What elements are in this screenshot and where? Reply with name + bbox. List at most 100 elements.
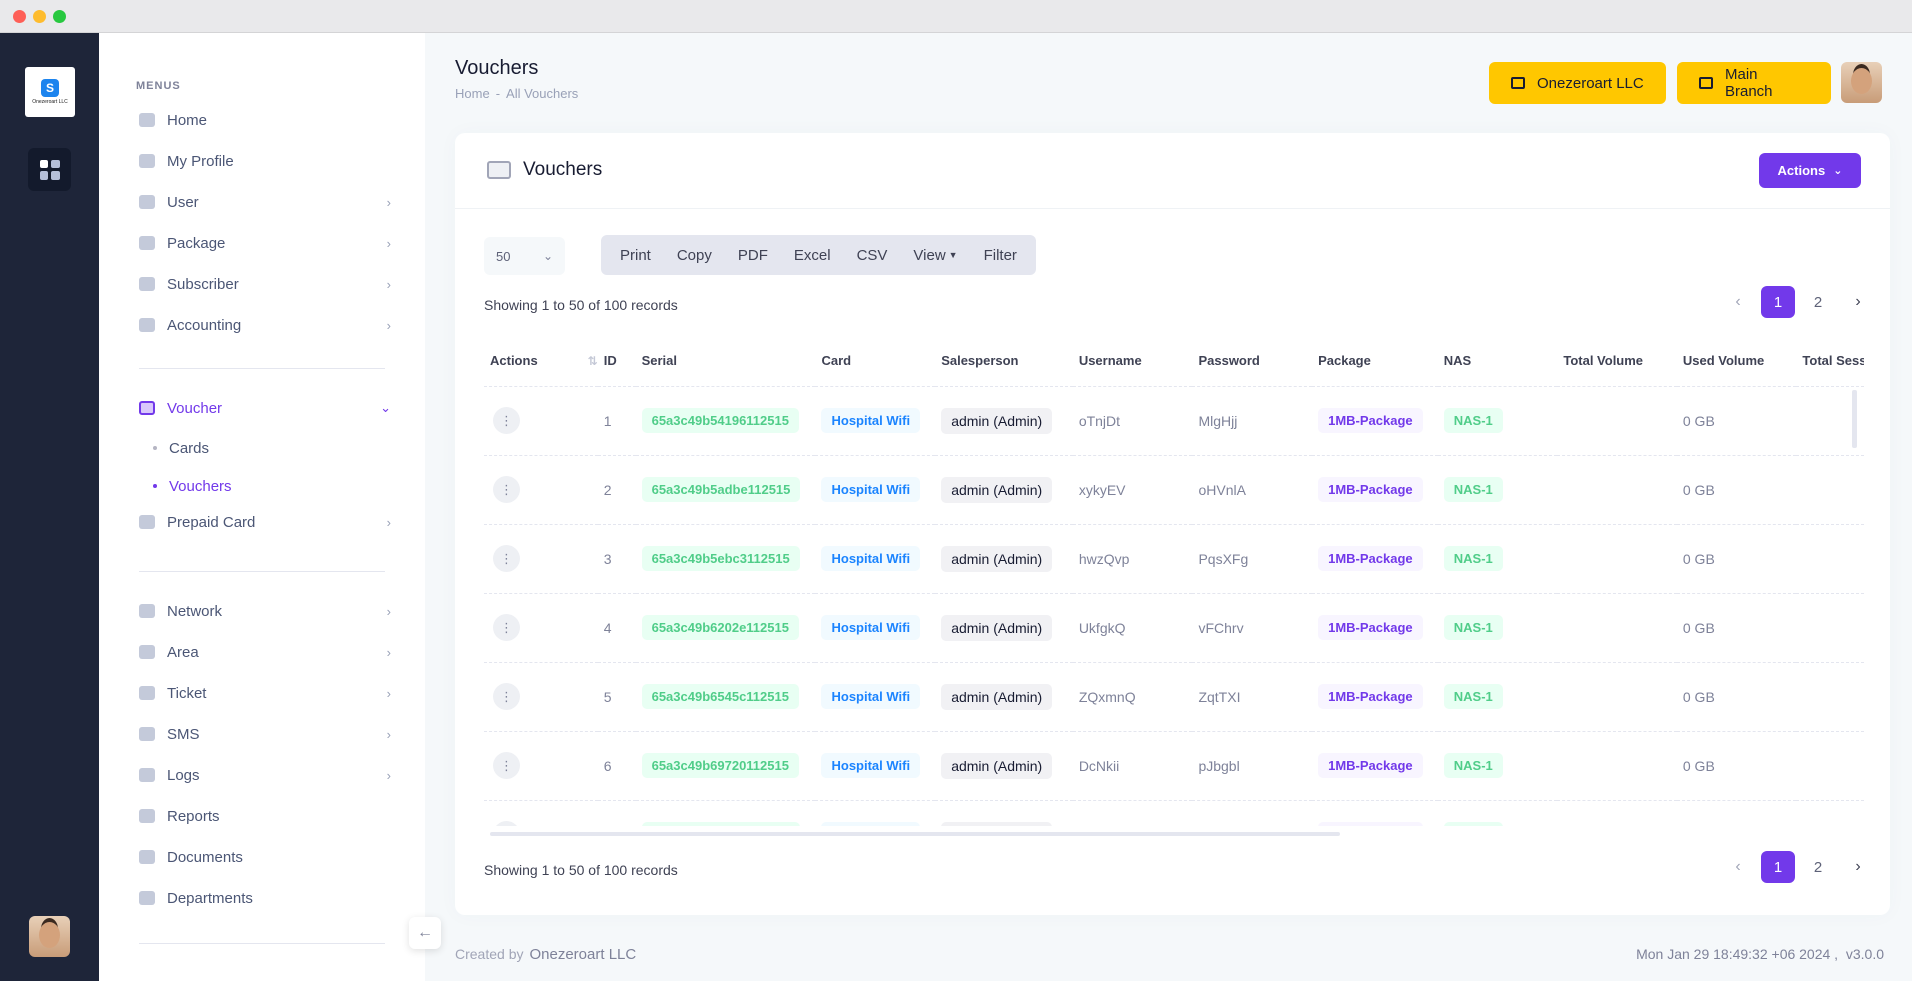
sidebar-item-package[interactable]: Package › [139, 228, 391, 258]
column-header[interactable]: Used Volume [1676, 336, 1797, 387]
prev-page-button[interactable]: ‹ [1735, 293, 1741, 310]
salesperson-cell: admin (Admin) [935, 524, 1073, 594]
more-vertical-icon[interactable]: ⋮ [493, 821, 520, 826]
sidebar-subitem-vouchers[interactable]: Vouchers [153, 473, 232, 499]
sidebar-item-user[interactable]: User › [139, 187, 391, 217]
sidebar-item-network[interactable]: Network › [139, 596, 391, 626]
table-row[interactable]: ⋮ 4 65a3c49b6202e112515 Hospital Wifi admin … [484, 593, 1864, 663]
logs-icon [139, 768, 155, 782]
excel-button[interactable]: Excel [793, 246, 831, 264]
sidebar-item-label: Reports [167, 807, 220, 825]
sidebar-item-my-profile[interactable]: My Profile [139, 146, 391, 176]
column-header[interactable]: ID [597, 336, 636, 387]
header-avatar[interactable] [1841, 62, 1882, 103]
total-session-cell [1796, 524, 1864, 594]
sidebar-item-subscriber[interactable]: Subscriber › [139, 269, 391, 299]
next-page-button[interactable]: › [1855, 293, 1861, 310]
sidebar-item-label: User [167, 193, 199, 211]
sidebar-item-home[interactable]: Home [139, 105, 391, 135]
app-logo[interactable]: S Onezeroart LLC [25, 67, 75, 117]
footer-datetime: Mon Jan 29 18:49:32 +06 2024 , [1636, 946, 1839, 962]
sidebar-item-accounting[interactable]: Accounting › [139, 310, 391, 340]
vouchers-table-container[interactable]: Actions ⇅ ID Serial Card Salesperson User… [484, 336, 1864, 826]
sidebar-item-area[interactable]: Area › [139, 637, 391, 667]
table-row[interactable]: ⋮ 7 65a3c49b6c4d4112515 Hospital Wifi admin … [484, 800, 1864, 826]
sidebar-item-ticket[interactable]: Ticket › [139, 678, 391, 708]
prev-page-button[interactable]: ‹ [1735, 858, 1741, 875]
salesperson-cell: admin (Admin) [935, 662, 1073, 732]
page-2-button[interactable]: 2 [1813, 858, 1823, 876]
sidebar-subitem-cards[interactable]: Cards [153, 435, 209, 461]
view-dropdown-button[interactable]: View ▼ [900, 235, 970, 275]
sidebar-item-sms[interactable]: SMS › [139, 719, 391, 749]
column-header[interactable]: Total Sess [1796, 336, 1864, 387]
table-row[interactable]: ⋮ 2 65a3c49b5adbe112515 Hospital Wifi admin … [484, 455, 1864, 525]
password-cell: MlgHjj [1192, 386, 1313, 456]
sidebar-item-voucher[interactable]: Voucher ⌄ [139, 393, 391, 423]
footer-company-link[interactable]: Onezeroart LLC [529, 946, 637, 963]
collapse-sidebar-button[interactable]: ← [409, 917, 441, 949]
breadcrumb-home[interactable]: Home [455, 86, 490, 101]
horizontal-scrollbar[interactable] [490, 832, 1340, 836]
column-header[interactable]: NAS [1437, 336, 1558, 387]
more-vertical-icon[interactable]: ⋮ [493, 752, 520, 779]
copy-button[interactable]: Copy [676, 246, 712, 264]
actions-dropdown-button[interactable]: Actions ⌄ [1759, 153, 1861, 188]
csv-button[interactable]: CSV [856, 246, 888, 264]
used-volume-cell: 0 GB [1676, 800, 1797, 826]
more-vertical-icon[interactable]: ⋮ [493, 683, 520, 710]
nas-cell: NAS-1 [1437, 731, 1558, 801]
print-button[interactable]: Print [620, 246, 651, 264]
column-header[interactable]: Actions ⇅ [484, 336, 598, 387]
minimize-window-button[interactable] [33, 10, 46, 23]
column-header[interactable]: Card [815, 336, 936, 387]
filter-button[interactable]: Filter [983, 246, 1017, 264]
sidebar-item-departments[interactable]: Departments [139, 883, 391, 913]
branch-button[interactable]: Main Branch [1677, 62, 1831, 104]
page-length-select[interactable]: 50 ⌄ [484, 237, 565, 275]
subscriber-icon [139, 277, 155, 291]
more-vertical-icon[interactable]: ⋮ [493, 476, 520, 503]
sidebar-subitem-label: Cards [169, 439, 210, 457]
id-cell: 6 [597, 731, 636, 801]
table-row[interactable]: ⋮ 6 65a3c49b69720112515 Hospital Wifi admin … [484, 731, 1864, 801]
dashboard-rail-button[interactable] [28, 148, 71, 191]
card-badge: Hospital Wifi [821, 477, 921, 502]
column-header[interactable]: Username [1072, 336, 1193, 387]
page-2-button[interactable]: 2 [1813, 293, 1823, 311]
salesperson-cell: admin (Admin) [935, 455, 1073, 525]
column-header[interactable]: Password [1192, 336, 1313, 387]
page-1-button[interactable]: 1 [1761, 851, 1795, 883]
total-session-cell [1796, 662, 1864, 732]
table-row[interactable]: ⋮ 5 65a3c49b6545c112515 Hospital Wifi admin … [484, 662, 1864, 732]
maximize-window-button[interactable] [53, 10, 66, 23]
page-1-button[interactable]: 1 [1761, 286, 1795, 318]
chevron-right-icon: › [386, 603, 391, 619]
more-vertical-icon[interactable]: ⋮ [493, 545, 520, 572]
card-cell: Hospital Wifi [815, 800, 936, 826]
next-page-button[interactable]: › [1855, 858, 1861, 875]
column-header[interactable]: Total Volume [1557, 336, 1677, 387]
pdf-button[interactable]: PDF [737, 246, 768, 264]
close-window-button[interactable] [13, 10, 26, 23]
more-vertical-icon[interactable]: ⋮ [493, 407, 520, 434]
column-header[interactable]: Package [1312, 336, 1438, 387]
company-button[interactable]: Onezeroart LLC [1489, 62, 1666, 104]
sidebar-item-prepaid-card[interactable]: Prepaid Card › [139, 507, 391, 537]
user-avatar[interactable] [29, 916, 70, 957]
column-header[interactable]: Serial [635, 336, 816, 387]
sidebar-item-reports[interactable]: Reports [139, 801, 391, 831]
table-row[interactable]: ⋮ 3 65a3c49b5ebc3112515 Hospital Wifi admin … [484, 524, 1864, 594]
sidebar-item-documents[interactable]: Documents [139, 842, 391, 872]
ticket-icon [139, 686, 155, 700]
sidebar-item-label: Subscriber [167, 275, 239, 293]
column-header[interactable]: Salesperson [935, 336, 1073, 387]
sidebar-item-logs[interactable]: Logs › [139, 760, 391, 790]
sidebar-item-label: Package [167, 234, 226, 252]
salesperson-badge: admin (Admin) [941, 476, 1053, 503]
table-row[interactable]: ⋮ 1 65a3c49b54196112515 Hospital Wifi admin … [484, 386, 1864, 456]
chevron-right-icon: › [386, 644, 391, 660]
more-vertical-icon[interactable]: ⋮ [493, 614, 520, 641]
username-cell: ZQxmnQ [1072, 662, 1193, 732]
vertical-scrollbar[interactable] [1852, 390, 1857, 448]
